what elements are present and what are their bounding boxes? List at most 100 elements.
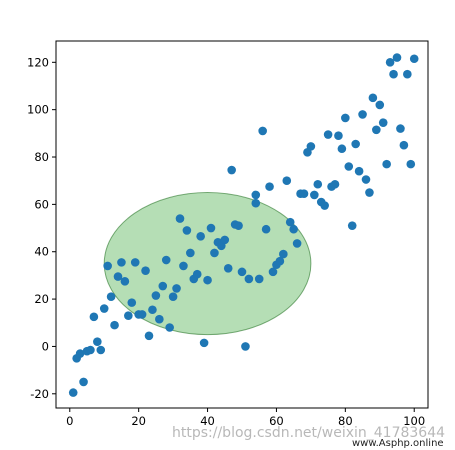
data-point <box>351 139 360 149</box>
y-tick-label: 120 <box>27 55 49 69</box>
data-point <box>203 275 212 285</box>
data-point <box>151 291 161 300</box>
data-point <box>258 126 267 136</box>
data-point <box>155 314 164 324</box>
data-point <box>196 232 205 241</box>
data-point <box>127 298 137 307</box>
data-point <box>96 345 106 355</box>
plot-frame <box>55 40 429 409</box>
data-point <box>265 182 274 191</box>
data-point <box>179 261 188 271</box>
data-point <box>385 58 395 67</box>
data-point <box>148 305 157 315</box>
data-point <box>268 267 278 277</box>
data-point <box>124 311 133 320</box>
data-point <box>299 189 309 199</box>
data-point <box>227 165 236 175</box>
data-point <box>241 342 250 351</box>
x-tick-label: 100 <box>403 414 425 428</box>
data-point <box>158 281 168 291</box>
data-point <box>220 235 230 245</box>
y-tick-label: 100 <box>27 103 49 117</box>
data-point <box>396 124 405 133</box>
data-point <box>68 388 78 397</box>
data-point <box>93 337 102 347</box>
y-tick-label: 20 <box>34 292 49 306</box>
data-point <box>75 349 85 358</box>
data-point <box>175 214 185 223</box>
data-point <box>172 284 181 293</box>
data-point <box>289 224 298 234</box>
data-point <box>182 226 192 235</box>
data-point <box>292 239 302 248</box>
data-point <box>86 345 95 355</box>
data-point <box>206 223 216 233</box>
y-tick-label: 80 <box>34 150 49 164</box>
data-point <box>403 69 412 79</box>
data-point <box>375 100 385 110</box>
data-point <box>99 304 109 313</box>
data-point <box>130 258 140 267</box>
data-point <box>137 310 147 319</box>
data-point <box>306 142 316 151</box>
data-point <box>334 131 343 141</box>
data-point <box>161 255 171 265</box>
data-point <box>313 179 323 189</box>
data-point <box>354 166 364 176</box>
data-point <box>285 217 295 227</box>
data-point <box>113 272 123 281</box>
data-point <box>399 140 409 150</box>
data-point <box>406 159 416 169</box>
data-point <box>341 113 350 123</box>
data-point <box>120 277 130 286</box>
data-point <box>251 198 261 208</box>
data-point <box>141 266 150 275</box>
data-point <box>261 224 271 234</box>
data-point <box>347 221 357 230</box>
data-point <box>144 331 154 341</box>
data-point <box>117 258 126 267</box>
data-point <box>389 69 398 79</box>
data-point <box>237 267 247 277</box>
data-point <box>330 179 340 189</box>
data-point <box>361 175 371 184</box>
data-point <box>210 248 219 258</box>
data-point <box>368 93 378 103</box>
data-point <box>310 190 319 200</box>
y-tick-label: -20 <box>30 387 49 401</box>
watermark-site: www.Asphp.online <box>352 438 444 449</box>
data-point <box>358 110 367 119</box>
data-point <box>409 54 419 64</box>
data-point <box>282 176 292 185</box>
data-point <box>320 201 329 210</box>
data-point <box>168 292 178 302</box>
data-point <box>251 190 261 200</box>
data-point <box>392 53 402 62</box>
data-point <box>344 162 354 171</box>
y-tick-label: 60 <box>34 197 49 211</box>
x-tick-label: 60 <box>269 414 284 428</box>
data-point <box>279 249 288 259</box>
data-point <box>234 221 243 230</box>
points-layer <box>68 53 419 397</box>
data-point <box>106 292 116 302</box>
data-point <box>365 188 374 197</box>
x-axis: 0 20 40 60 80 100 <box>66 408 425 428</box>
data-point <box>323 130 333 139</box>
data-point <box>186 248 195 258</box>
y-axis: -20 0 20 40 60 80 100 120 <box>27 55 56 401</box>
watermark-url: https://blog.csdn.net/weixin_41783644 <box>172 425 445 441</box>
data-point <box>223 264 233 273</box>
data-point <box>103 261 112 271</box>
data-point <box>372 125 381 135</box>
x-tick-label: 0 <box>66 414 73 428</box>
y-tick-label: 40 <box>34 245 49 259</box>
x-tick-label: 80 <box>338 414 353 428</box>
data-point <box>337 144 347 154</box>
data-point <box>79 377 88 387</box>
data-point <box>110 320 119 330</box>
data-point <box>378 118 388 127</box>
data-point <box>165 323 174 332</box>
